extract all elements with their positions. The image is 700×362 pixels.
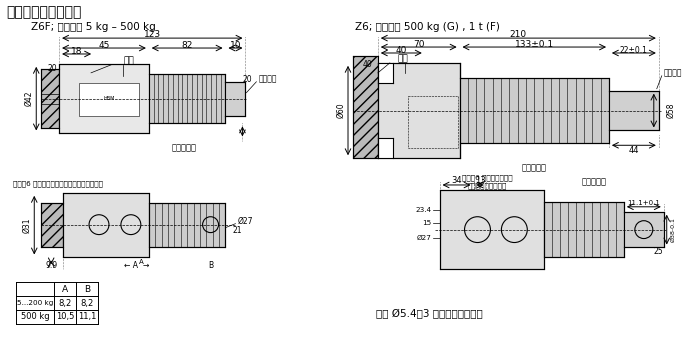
Text: Ø31: Ø31 [23, 218, 32, 233]
Text: 5...200 kg: 5...200 kg [17, 300, 53, 306]
Text: 70: 70 [413, 39, 424, 49]
Text: 82: 82 [181, 41, 193, 50]
Text: 金属波纹管: 金属波纹管 [522, 164, 547, 173]
Text: Ø58: Ø58 [666, 103, 676, 118]
Polygon shape [624, 212, 664, 248]
Text: 固定: 固定 [123, 56, 134, 66]
Text: 40: 40 [395, 46, 407, 55]
Text: Ø27: Ø27 [237, 217, 253, 226]
Text: B: B [84, 285, 90, 294]
Text: 10,5: 10,5 [56, 312, 74, 321]
Polygon shape [79, 83, 139, 115]
Text: 45: 45 [98, 41, 110, 50]
Text: 18: 18 [71, 46, 83, 55]
Text: 13: 13 [475, 177, 485, 185]
Text: 施加载荷: 施加载荷 [258, 74, 277, 83]
Text: 133±0.1: 133±0.1 [514, 39, 554, 49]
Text: 20: 20 [242, 75, 252, 84]
Polygon shape [225, 82, 246, 115]
Text: 44: 44 [629, 146, 639, 155]
Text: →: → [143, 261, 149, 270]
Text: 电缆，6 芯，屏蔽保护，
外壳上配有屏蔽装置: 电缆，6 芯，屏蔽保护， 外壳上配有屏蔽装置 [462, 175, 513, 189]
Text: A: A [139, 259, 143, 265]
Text: Z6; 额定载荷 500 kg (G) , 1 t (F): Z6; 额定载荷 500 kg (G) , 1 t (F) [355, 22, 500, 32]
Polygon shape [149, 74, 225, 123]
Text: 23.4: 23.4 [416, 207, 432, 213]
Polygon shape [378, 138, 393, 158]
Text: 21: 21 [232, 226, 242, 235]
Text: Z6F; 额定载荷 5 kg – 500 kg: Z6F; 额定载荷 5 kg – 500 kg [32, 22, 156, 32]
Text: 11,1: 11,1 [78, 312, 96, 321]
Text: 尺寸（单位：毫米）: 尺寸（单位：毫米） [6, 5, 82, 19]
Text: 电缆，6 芯，屏蔽保护，外壳上配有屏蔽装置: 电缆，6 芯，屏蔽保护，外壳上配有屏蔽装置 [13, 181, 104, 187]
Text: Ø27: Ø27 [416, 235, 432, 241]
Text: 25: 25 [654, 247, 664, 256]
Text: A: A [62, 285, 68, 294]
Text: Ø38-0.1: Ø38-0.1 [671, 217, 676, 242]
Polygon shape [60, 64, 149, 133]
Text: 电缆 Ø5.4；3 米长（标准规格）: 电缆 Ø5.4；3 米长（标准规格） [377, 309, 483, 319]
Polygon shape [41, 203, 63, 248]
Polygon shape [149, 203, 225, 248]
Text: 金属波纹管: 金属波纹管 [582, 177, 606, 186]
Text: 固定: 固定 [398, 54, 409, 63]
Text: 40: 40 [363, 60, 373, 69]
Polygon shape [378, 63, 460, 158]
Polygon shape [440, 190, 544, 269]
Text: 11.1+0.1: 11.1+0.1 [627, 200, 660, 206]
Text: 10: 10 [230, 41, 242, 50]
Text: B: B [208, 261, 213, 270]
Polygon shape [378, 63, 393, 83]
Text: 8,2: 8,2 [80, 299, 94, 308]
Polygon shape [544, 202, 624, 257]
Polygon shape [63, 193, 149, 257]
Text: 34: 34 [452, 177, 462, 185]
Text: Ø60: Ø60 [337, 103, 346, 118]
Text: 22±0.1: 22±0.1 [620, 46, 648, 55]
Text: 15: 15 [422, 220, 432, 226]
Text: 210: 210 [510, 30, 527, 39]
Text: ← A: ← A [124, 261, 138, 270]
Polygon shape [609, 91, 659, 130]
Text: 20: 20 [47, 64, 57, 73]
Text: 9.9: 9.9 [45, 261, 57, 270]
Text: 123: 123 [144, 30, 161, 39]
Text: Ø42: Ø42 [25, 91, 34, 106]
Polygon shape [460, 78, 609, 143]
Text: 8,2: 8,2 [59, 299, 72, 308]
Text: 金属波纹管: 金属波纹管 [172, 144, 196, 153]
Text: 500 kg: 500 kg [21, 312, 50, 321]
Polygon shape [353, 56, 378, 158]
Polygon shape [41, 69, 60, 129]
Text: 施加载荷: 施加载荷 [664, 68, 682, 77]
Text: HBM: HBM [104, 96, 115, 101]
